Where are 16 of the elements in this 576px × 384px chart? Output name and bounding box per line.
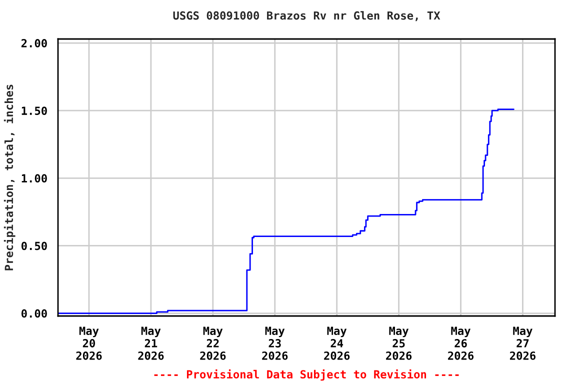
x-tick-label: May 20 2026 (76, 326, 102, 360)
x-tick-label: May 24 2026 (324, 326, 350, 360)
x-tick-label: May 25 2026 (386, 326, 412, 360)
x-tick-label: May 23 2026 (262, 326, 288, 360)
y-tick-label: 1.00 (22, 174, 47, 183)
x-tick-label: May 22 2026 (200, 326, 226, 360)
y-tick-label: 0.00 (21, 309, 47, 318)
chart-title: USGS 08091000 Brazos Rv nr Glen Rose, TX (173, 11, 440, 22)
x-tick-label: May 26 2026 (448, 326, 474, 360)
x-tick-label: May 27 2026 (510, 326, 536, 360)
y-tick-label: 1.50 (22, 106, 47, 115)
y-tick-label: 2.00 (21, 39, 47, 48)
text: ---- Provisional Data Subject to Revision ---- (154, 369, 459, 381)
y-tick-label: 0.50 (21, 242, 47, 250)
y-axis-title: Precipitation, total, inches (4, 84, 16, 270)
x-tick-label: May 21 2026 (138, 326, 164, 360)
